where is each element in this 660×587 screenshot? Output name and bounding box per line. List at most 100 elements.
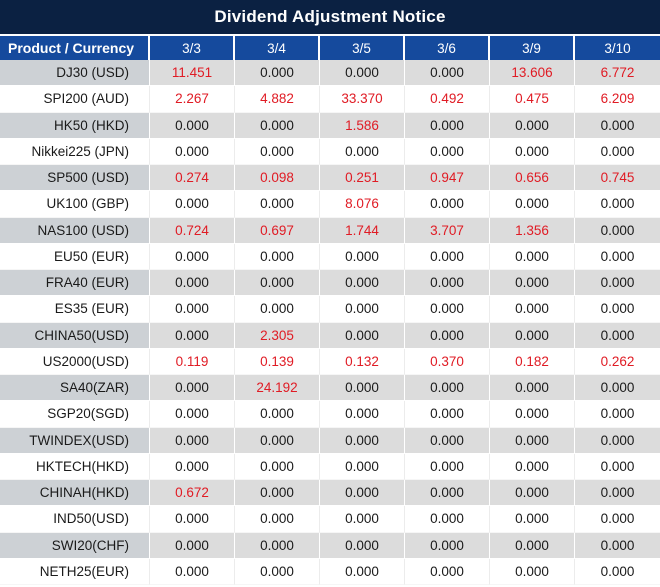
- value-cell: 0.370: [405, 348, 490, 375]
- value-cell: 0.000: [150, 112, 235, 139]
- value-cell: 0.000: [320, 322, 405, 349]
- value-cell: 0.000: [575, 532, 660, 559]
- product-cell: TWINDEX(USD): [0, 427, 150, 454]
- table-row: EU50 (EUR) 0.000 0.000 0.000 0.000 0.000 0.000: [0, 243, 660, 270]
- value-cell: 0.000: [235, 453, 320, 480]
- table-row: SGP20(SGD) 0.000 0.000 0.000 0.000 0.000 0.000: [0, 401, 660, 428]
- product-cell: IND50(USD): [0, 506, 150, 533]
- product-cell: EU50 (EUR): [0, 243, 150, 270]
- value-cell: 0.000: [235, 243, 320, 270]
- value-cell: 0.000: [320, 270, 405, 297]
- value-cell: 0.000: [320, 375, 405, 402]
- value-cell: 0.000: [575, 191, 660, 218]
- value-cell: 0.000: [490, 480, 575, 507]
- value-cell: 0.000: [150, 532, 235, 559]
- value-cell: 0.000: [150, 191, 235, 218]
- product-cell: SP500 (USD): [0, 165, 150, 192]
- value-cell: 0.262: [575, 348, 660, 375]
- product-cell: NAS100 (USD): [0, 217, 150, 244]
- header-cell-date: 3/6: [405, 36, 490, 60]
- value-cell: 0.000: [575, 322, 660, 349]
- product-cell: CHINA50(USD): [0, 322, 150, 349]
- value-cell: 0.000: [490, 191, 575, 218]
- table-row: NAS100 (USD) 0.724 0.697 1.744 3.707 1.356 0.0…: [0, 217, 660, 244]
- value-cell: 0.000: [150, 558, 235, 585]
- product-cell: CHINAH(HKD): [0, 480, 150, 507]
- value-cell: 33.370: [320, 86, 405, 113]
- product-cell: SA40(ZAR): [0, 375, 150, 402]
- value-cell: 0.000: [575, 375, 660, 402]
- product-cell: UK100 (GBP): [0, 191, 150, 218]
- value-cell: 0.000: [405, 270, 490, 297]
- value-cell: 0.745: [575, 165, 660, 192]
- table-row: CHINA50(USD) 0.000 2.305 0.000 0.000 0.000 0.0…: [0, 322, 660, 349]
- value-cell: 0.139: [235, 348, 320, 375]
- value-cell: 0.000: [575, 112, 660, 139]
- value-cell: 3.707: [405, 217, 490, 244]
- value-cell: 0.000: [405, 506, 490, 533]
- table-row: SWI20(CHF) 0.000 0.000 0.000 0.000 0.000 0.000: [0, 532, 660, 559]
- header-cell-product: Product / Currency: [0, 36, 150, 60]
- table-row: SPI200 (AUD) 2.267 4.882 33.370 0.492 0.475 6.…: [0, 86, 660, 113]
- value-cell: 0.000: [575, 217, 660, 244]
- value-cell: 8.076: [320, 191, 405, 218]
- value-cell: 0.000: [150, 296, 235, 323]
- value-cell: 0.697: [235, 217, 320, 244]
- value-cell: 0.000: [320, 506, 405, 533]
- value-cell: 0.000: [235, 60, 320, 87]
- table-row: TWINDEX(USD) 0.000 0.000 0.000 0.000 0.000 0.0…: [0, 427, 660, 454]
- product-cell: ES35 (EUR): [0, 296, 150, 323]
- table-row: US2000(USD) 0.119 0.139 0.132 0.370 0.182 0.26…: [0, 348, 660, 375]
- value-cell: 0.000: [235, 558, 320, 585]
- value-cell: 0.000: [405, 243, 490, 270]
- value-cell: 0.947: [405, 165, 490, 192]
- value-cell: 0.000: [320, 427, 405, 454]
- value-cell: 0.672: [150, 480, 235, 507]
- product-cell: SWI20(CHF): [0, 532, 150, 559]
- table-row: DJ30 (USD) 11.451 0.000 0.000 0.000 13.606 6.7…: [0, 60, 660, 87]
- product-cell: Nikkei225 (JPN): [0, 138, 150, 165]
- value-cell: 0.000: [405, 401, 490, 428]
- value-cell: 0.000: [405, 322, 490, 349]
- product-cell: SGP20(SGD): [0, 401, 150, 428]
- value-cell: 0.000: [405, 532, 490, 559]
- value-cell: 0.274: [150, 165, 235, 192]
- value-cell: 0.000: [150, 506, 235, 533]
- value-cell: 1.586: [320, 112, 405, 139]
- value-cell: 1.744: [320, 217, 405, 244]
- table-row: FRA40 (EUR) 0.000 0.000 0.000 0.000 0.000 0.00…: [0, 270, 660, 297]
- value-cell: 0.000: [320, 243, 405, 270]
- page-title: Dividend Adjustment Notice: [0, 0, 660, 36]
- value-cell: 0.000: [320, 401, 405, 428]
- table-row: SP500 (USD) 0.274 0.098 0.251 0.947 0.656 0.74…: [0, 165, 660, 192]
- value-cell: 0.000: [405, 138, 490, 165]
- value-cell: 0.492: [405, 86, 490, 113]
- value-cell: 0.000: [235, 270, 320, 297]
- value-cell: 0.000: [490, 453, 575, 480]
- value-cell: 0.000: [405, 558, 490, 585]
- product-cell: NETH25(EUR): [0, 558, 150, 585]
- value-cell: 0.000: [405, 375, 490, 402]
- value-cell: 24.192: [235, 375, 320, 402]
- value-cell: 0.000: [575, 558, 660, 585]
- value-cell: 0.000: [320, 558, 405, 585]
- value-cell: 6.209: [575, 86, 660, 113]
- header-cell-date: 3/5: [320, 36, 405, 60]
- value-cell: 0.000: [490, 270, 575, 297]
- value-cell: 0.000: [575, 506, 660, 533]
- value-cell: 0.000: [320, 480, 405, 507]
- value-cell: 0.000: [405, 427, 490, 454]
- value-cell: 0.000: [575, 270, 660, 297]
- value-cell: 0.000: [490, 375, 575, 402]
- value-cell: 0.000: [150, 243, 235, 270]
- table-row: NETH25(EUR) 0.000 0.000 0.000 0.000 0.000 0.00…: [0, 558, 660, 585]
- value-cell: 0.000: [575, 296, 660, 323]
- header-cell-date: 3/3: [150, 36, 235, 60]
- table-row: CHINAH(HKD) 0.672 0.000 0.000 0.000 0.000 0.00…: [0, 480, 660, 507]
- value-cell: 0.000: [405, 191, 490, 218]
- value-cell: 0.000: [490, 243, 575, 270]
- value-cell: 4.882: [235, 86, 320, 113]
- value-cell: 0.656: [490, 165, 575, 192]
- value-cell: 0.000: [150, 375, 235, 402]
